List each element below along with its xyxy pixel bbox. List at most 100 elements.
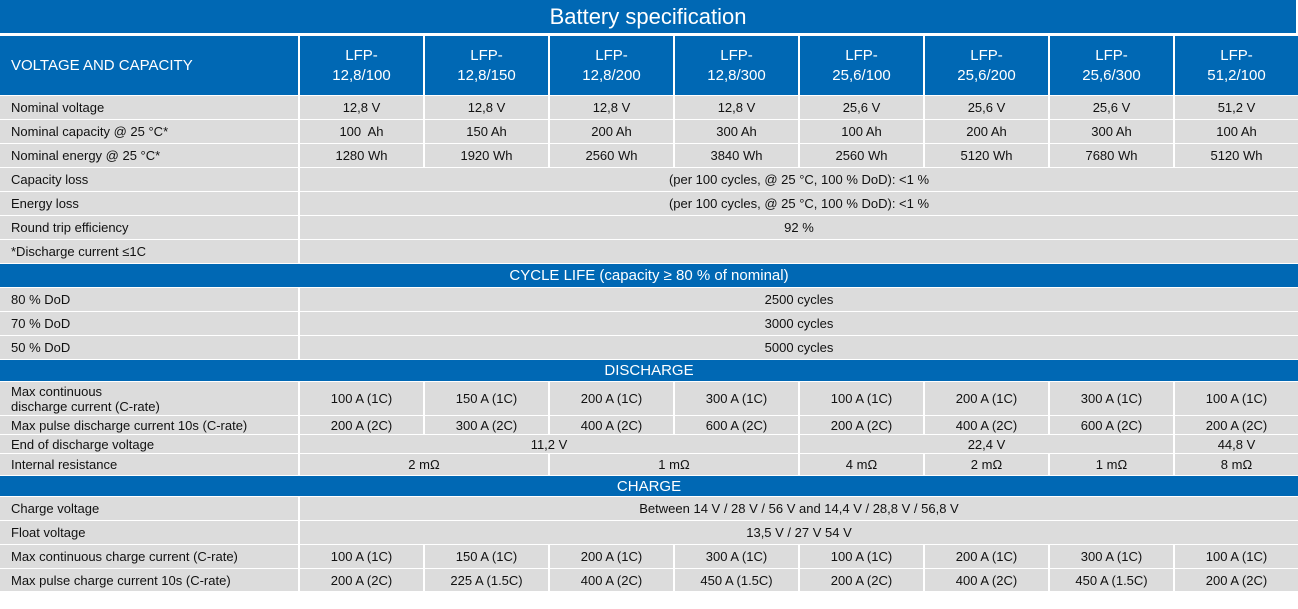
table-cell: 600 A (2C) xyxy=(1050,416,1173,434)
table-cell: 200 Ah xyxy=(550,120,673,143)
table-cell: 200 Ah xyxy=(925,120,1048,143)
table-cell: 1 mΩ xyxy=(550,454,798,475)
row-label: Nominal energy @ 25 °C* xyxy=(0,144,298,167)
table-cell: 2 mΩ xyxy=(300,454,548,475)
row-label: 70 % DoD xyxy=(0,312,298,335)
table-cell: 400 A (2C) xyxy=(925,569,1048,591)
table-cell: 5120 Wh xyxy=(1175,144,1298,167)
model-header: LFP- 12,8/200 xyxy=(550,36,673,95)
model-header: LFP- 12,8/100 xyxy=(300,36,423,95)
table-cell: 600 A (2C) xyxy=(675,416,798,434)
model-header: LFP- 25,6/200 xyxy=(925,36,1048,95)
table-cell: 2560 Wh xyxy=(800,144,923,167)
table-cell: 450 A (1.5C) xyxy=(675,569,798,591)
table-row: Energy loss (per 100 cycles, @ 25 °C, 10… xyxy=(0,192,1298,215)
row-label: Charge voltage xyxy=(0,497,298,520)
section-title: CHARGE xyxy=(0,476,1298,496)
row-label: Float voltage xyxy=(0,521,298,544)
section-title: DISCHARGE xyxy=(0,360,1298,381)
table-row: Float voltage 13,5 V / 27 V 54 V xyxy=(0,521,1298,544)
row-label: Max pulse charge current 10s (C-rate) xyxy=(0,569,298,591)
model-name: 25,6/300 xyxy=(1082,66,1141,84)
table-cell: 150 A (1C) xyxy=(425,545,548,568)
table-cell: (per 100 cycles, @ 25 °C, 100 % DoD): <1… xyxy=(300,168,1298,191)
model-header: LFP- 25,6/300 xyxy=(1050,36,1173,95)
table-row: Max pulse discharge current 10s (C-rate)… xyxy=(0,416,1298,434)
section-header-charge: CHARGE xyxy=(0,476,1298,496)
row-label: Nominal capacity @ 25 °C* xyxy=(0,120,298,143)
table-cell: 92 % xyxy=(300,216,1298,239)
model-header: LFP- 12,8/150 xyxy=(425,36,548,95)
page-title: Battery specification xyxy=(0,0,1296,33)
row-label: Capacity loss xyxy=(0,168,298,191)
section-title: CYCLE LIFE (capacity ≥ 80 % of nominal) xyxy=(0,264,1298,287)
table-cell: 13,5 V / 27 V 54 V xyxy=(300,521,1298,544)
table-cell: 400 A (2C) xyxy=(550,569,673,591)
table-cell: 300 Ah xyxy=(675,120,798,143)
model-prefix: LFP- xyxy=(345,46,378,64)
model-prefix: LFP- xyxy=(970,46,1003,64)
row-label-line: discharge current (C-rate) xyxy=(11,398,160,414)
table-cell: 300 A (1C) xyxy=(675,382,798,415)
table-cell: 200 A (2C) xyxy=(300,416,423,434)
table-cell: 200 A (1C) xyxy=(925,545,1048,568)
table-row: Round trip efficiency 92 % xyxy=(0,216,1298,239)
table-cell: 1 mΩ xyxy=(1050,454,1173,475)
model-header: LFP- 12,8/300 xyxy=(675,36,798,95)
table-cell: 200 A (2C) xyxy=(300,569,423,591)
table-row: 70 % DoD 3000 cycles xyxy=(0,312,1298,335)
row-label-line: Max continuous xyxy=(11,383,103,399)
table-cell: 225 A (1.5C) xyxy=(425,569,548,591)
table-cell: 7680 Wh xyxy=(1050,144,1173,167)
table-cell: 3000 cycles xyxy=(300,312,1298,335)
table-cell: 11,2 V xyxy=(300,435,798,453)
model-prefix: LFP- xyxy=(1220,46,1253,64)
row-label: 50 % DoD xyxy=(0,336,298,359)
table-cell: 100 A (1C) xyxy=(800,545,923,568)
table-row: Max continuous discharge current (C-rate)… xyxy=(0,382,1298,415)
model-name: 12,8/150 xyxy=(457,66,516,84)
table-cell: 300 Ah xyxy=(1050,120,1173,143)
table-cell: 300 A (1C) xyxy=(675,545,798,568)
model-name: 12,8/100 xyxy=(332,66,391,84)
table-cell: 1280 Wh xyxy=(300,144,423,167)
footnote-row: *Discharge current ≤1C xyxy=(0,240,1298,263)
table-cell: 150 A (1C) xyxy=(425,382,548,415)
row-label: 80 % DoD xyxy=(0,288,298,311)
table-cell: 5120 Wh xyxy=(925,144,1048,167)
model-prefix: LFP- xyxy=(470,46,503,64)
table-cell: 51,2 V xyxy=(1175,96,1298,119)
table-cell: 12,8 V xyxy=(425,96,548,119)
table-cell: 450 A (1.5C) xyxy=(1050,569,1173,591)
table-cell: 2 mΩ xyxy=(925,454,1048,475)
table-row: 50 % DoD 5000 cycles xyxy=(0,336,1298,359)
table-cell: 8 mΩ xyxy=(1175,454,1298,475)
table-cell: 300 A (1C) xyxy=(1050,545,1173,568)
table-cell: 100 A (1C) xyxy=(1175,545,1298,568)
table-cell: 1920 Wh xyxy=(425,144,548,167)
table-cell: 200 A (1C) xyxy=(550,545,673,568)
table-row: End of discharge voltage 11,2 V 22,4 V 4… xyxy=(0,435,1298,453)
table-cell: 4 mΩ xyxy=(800,454,923,475)
table-row: Charge voltage Between 14 V / 28 V / 56 … xyxy=(0,497,1298,520)
table-cell: 12,8 V xyxy=(300,96,423,119)
section-label-voltage-capacity: VOLTAGE AND CAPACITY xyxy=(0,36,298,95)
table-cell: 25,6 V xyxy=(1050,96,1173,119)
table-cell: 200 A (2C) xyxy=(800,569,923,591)
model-header: LFP- 25,6/100 xyxy=(800,36,923,95)
table-row: Nominal voltage 12,8 V 12,8 V 12,8 V 12,… xyxy=(0,96,1298,119)
table-cell: 300 A (1C) xyxy=(1050,382,1173,415)
table-cell: 25,6 V xyxy=(800,96,923,119)
model-prefix: LFP- xyxy=(720,46,753,64)
table-cell: 200 A (1C) xyxy=(550,382,673,415)
row-label: End of discharge voltage xyxy=(0,435,298,453)
table-row: Capacity loss (per 100 cycles, @ 25 °C, … xyxy=(0,168,1298,191)
table-cell: 100 A (1C) xyxy=(1175,382,1298,415)
table-row: Internal resistance 2 mΩ 1 mΩ 4 mΩ 2 mΩ … xyxy=(0,454,1298,475)
table-cell: 3840 Wh xyxy=(675,144,798,167)
table-cell: 200 A (2C) xyxy=(800,416,923,434)
header-row: VOLTAGE AND CAPACITY LFP- 12,8/100 LFP- 12… xyxy=(0,36,1298,95)
table-cell: 12,8 V xyxy=(675,96,798,119)
table-cell: 2500 cycles xyxy=(300,288,1298,311)
